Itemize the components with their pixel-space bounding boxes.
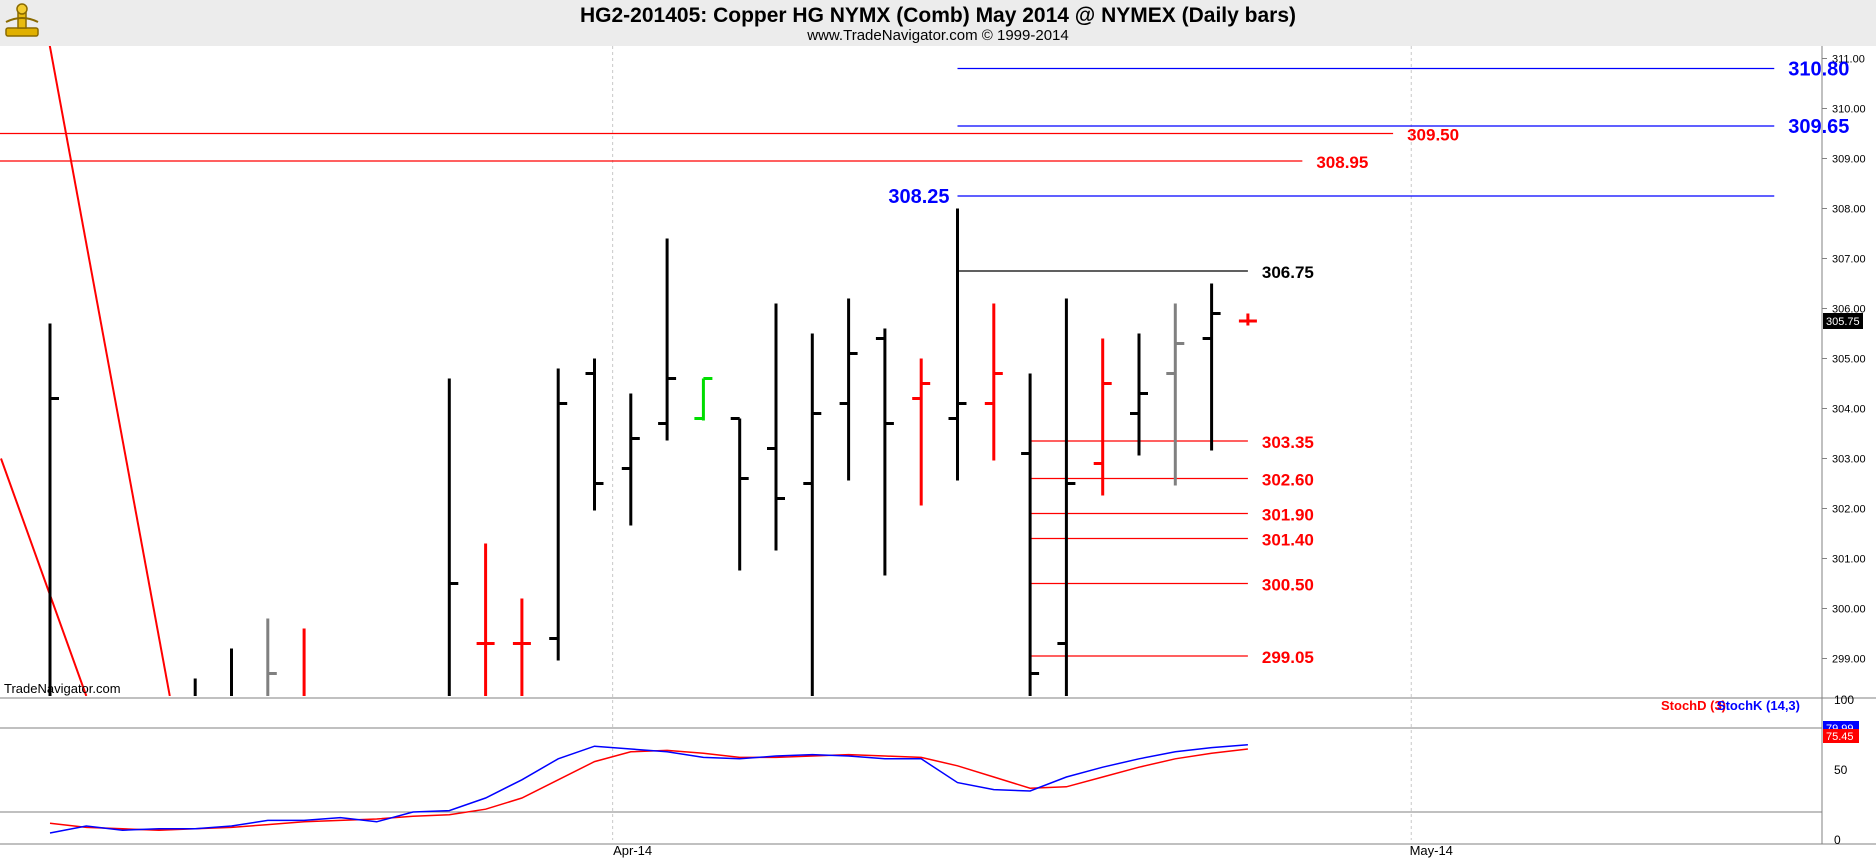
level-label: 308.25 [888,186,949,208]
price-tick-label: 303.00 [1832,454,1866,466]
ohlc-bar [193,678,197,696]
ohlc-bar [404,709,422,711]
trendline [48,46,171,696]
ohlc-bar [912,358,931,506]
price-tick-label: 299.00 [1832,654,1866,666]
ohlc-bar [1202,283,1221,451]
price-tick-label: 300.00 [1832,604,1866,616]
stoch-tick-label: 0 [1834,833,1841,847]
price-tick-label: 306.00 [1832,304,1866,316]
level-label: 306.75 [1262,263,1314,282]
ohlc-bar [114,709,132,711]
brand-watermark: TradeNavigator.com [4,681,121,696]
ohlc-bar [730,417,749,571]
ohlc-bar [1130,333,1148,456]
ohlc-bar [585,358,604,511]
stoch-tick-label: 100 [1834,693,1854,707]
date-tick-label: May-14 [1410,843,1453,858]
level-label: 308.95 [1316,153,1368,172]
ohlc-bar [984,303,1003,461]
chart-title: HG2-201405: Copper HG NYMX (Comb) May 20… [580,4,1296,27]
stoch-legend-d: StochD (3) [1661,698,1726,713]
level-label: 310.80 [1788,59,1849,81]
price-tick-label: 307.00 [1832,254,1866,266]
level-label: 300.50 [1262,576,1314,595]
price-tick-label: 302.00 [1832,504,1866,516]
price-tick-label: 304.00 [1832,404,1866,416]
stoch-d-line [49,748,1248,831]
chart-header [0,0,1876,46]
ohlc-bar [767,303,785,551]
ohlc-bar [1021,373,1040,696]
ohlc-bar [302,628,306,696]
ohlc-bar [1238,313,1257,326]
ohlc-bar [447,378,459,696]
ohlc-bar [368,709,386,711]
level-label: 302.60 [1262,471,1314,490]
ohlc-bar [948,208,967,481]
ohlc-bar [476,543,495,696]
ohlc-bar [658,238,677,441]
ohlc-bar [512,598,531,696]
price-tick-label: 310.00 [1832,104,1866,116]
stoch-legend-k: StochK (14,3) [1717,698,1800,713]
price-tick-label: 311.00 [1832,54,1865,66]
stoch-d-last-box [1823,729,1859,743]
trade-navigator-logo-icon [5,3,39,37]
ohlc-bar [48,323,59,696]
level-label: 309.65 [1788,116,1849,138]
level-label: 303.35 [1262,433,1314,452]
level-label: 299.05 [1262,648,1314,667]
price-tick-label: 308.00 [1832,204,1866,216]
ohlc-bar [875,328,894,576]
ohlc-bar [839,298,858,481]
level-label: 309.50 [1407,126,1459,145]
stoch-k-line [49,744,1248,834]
price-tick-label: 301.00 [1832,554,1866,566]
ohlc-bar [150,709,168,711]
date-tick-label: Apr-14 [613,843,652,858]
ohlc-bar [331,709,349,711]
price-tick-label: 305.00 [1832,354,1866,366]
ohlc-bar [803,333,822,696]
chart-subtitle: www.TradeNavigator.com © 1999-2014 [807,27,1069,44]
ohlc-bar [1093,338,1112,496]
stoch-d-last-label: 75.45 [1826,731,1854,743]
ohlc-bar [77,709,95,711]
ohlc-bar [621,393,640,526]
ohlc-bar [1166,303,1185,486]
price-tick-label: 309.00 [1832,154,1866,166]
stoch-tick-label: 50 [1834,763,1848,777]
ohlc-bar [266,618,277,696]
level-label: 301.40 [1262,531,1314,550]
ohlc-bar [549,368,568,661]
ohlc-bar [694,377,713,421]
ohlc-bar [1057,298,1076,696]
last-price-label: 305.75 [1826,316,1860,328]
ohlc-bar [230,648,233,696]
level-label: 301.90 [1262,506,1314,525]
last-price-box [1823,313,1863,329]
trendline [0,458,88,696]
